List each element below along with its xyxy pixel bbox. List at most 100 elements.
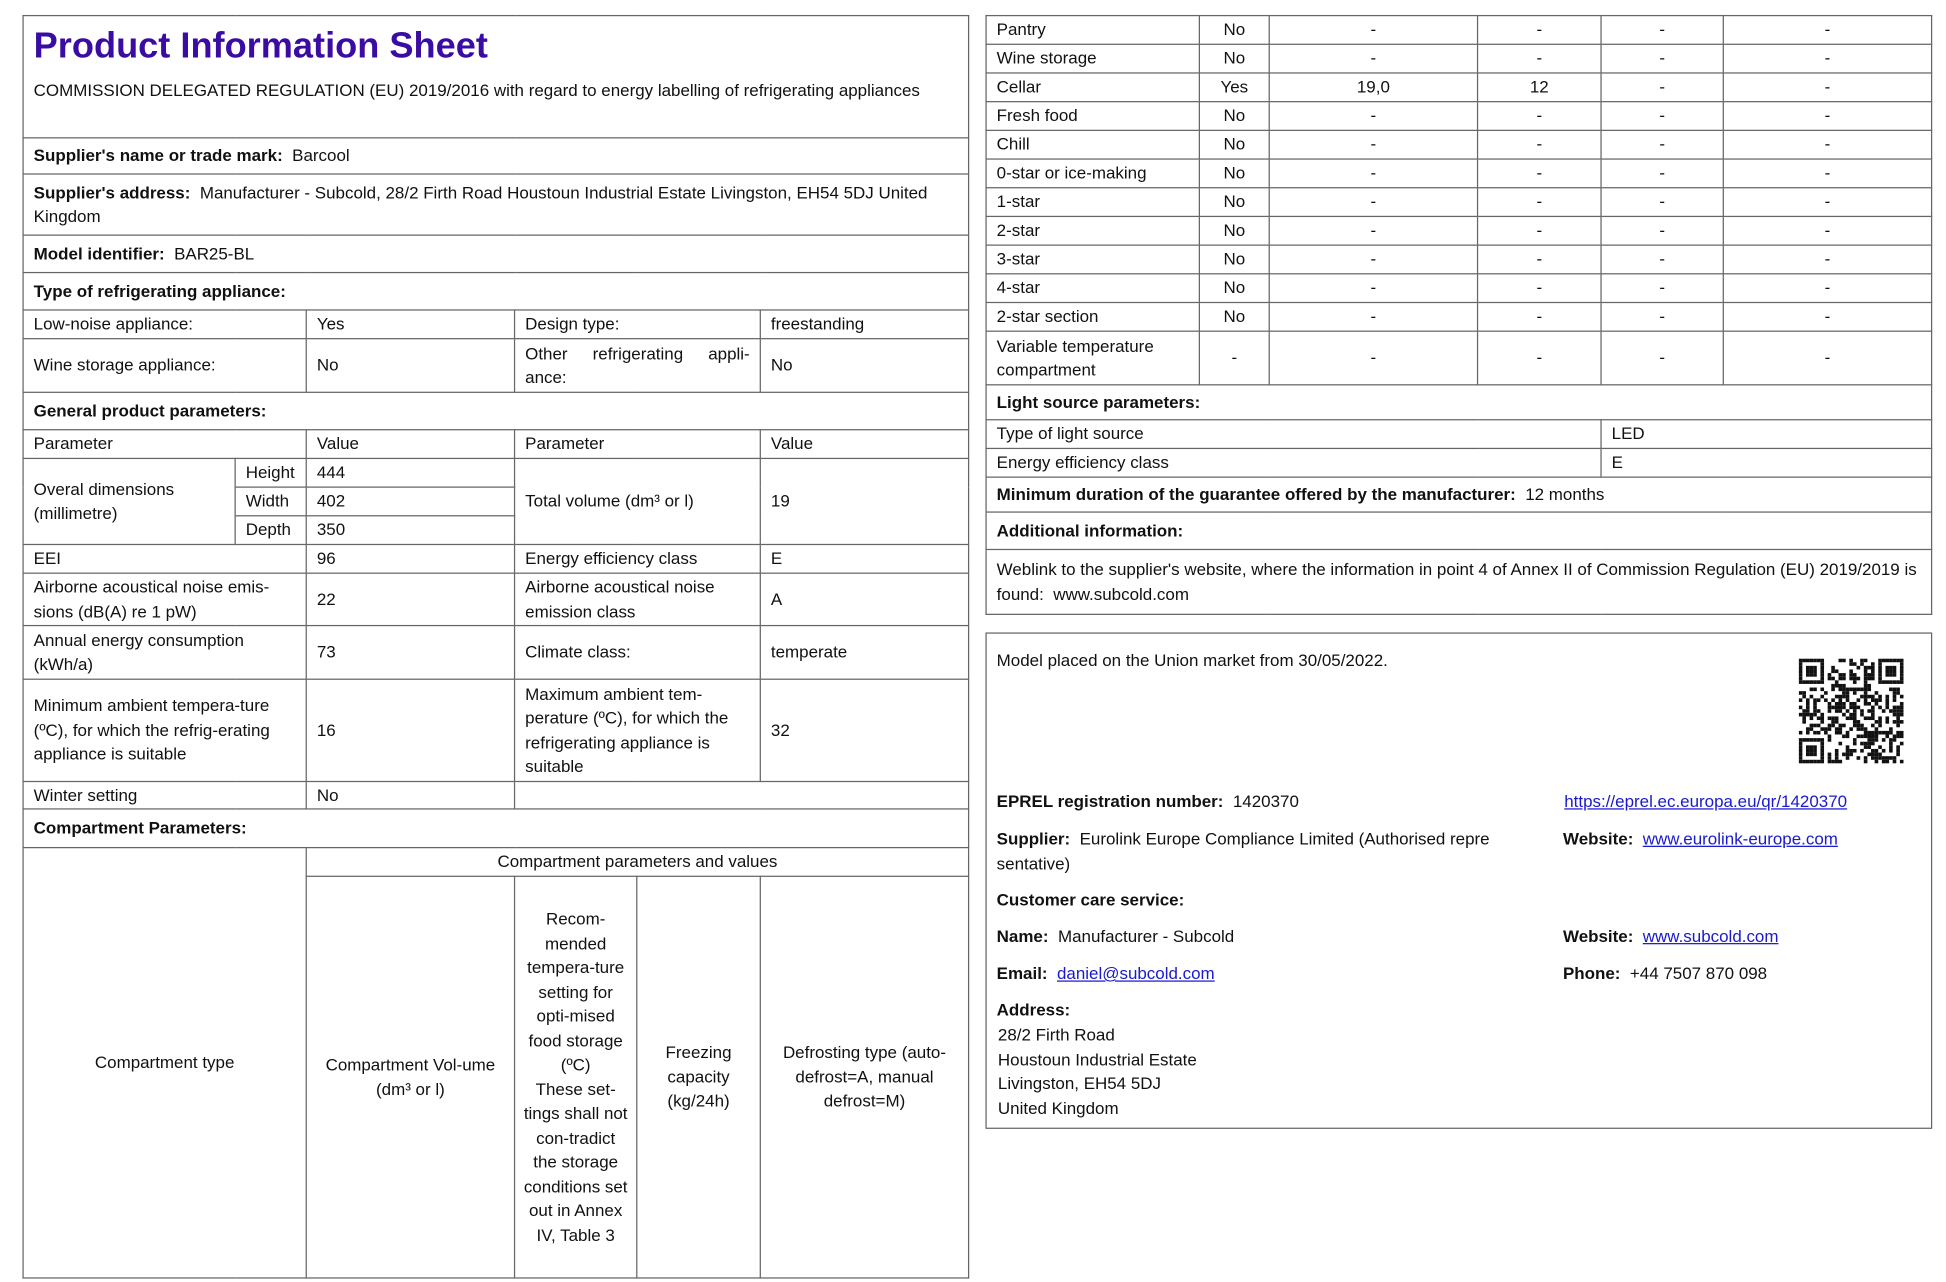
supplier-website-link[interactable]: www.eurolink-europe.com (1642, 829, 1838, 849)
compartment-freezing: - (1600, 273, 1724, 304)
guarantee-label: Minimum duration of the guarantee offere… (996, 484, 1516, 504)
max-temp-label: Maximum ambient tem-perature (ºC), for w… (513, 678, 761, 783)
other-value: No (759, 338, 970, 393)
compartment-group-header: Compartment parameters and values (305, 846, 970, 877)
compartment-present: No (1198, 273, 1270, 304)
compartment-freezing: - (1600, 101, 1724, 131)
compartment-temperature: - (1476, 158, 1602, 189)
supplier-value: Eurolink Europe Compliance Limited (Auth… (996, 829, 1490, 873)
supplier-label: Supplier: (996, 829, 1071, 849)
height-value: 444 (305, 457, 516, 488)
care-website-link[interactable]: www.subcold.com (1642, 926, 1779, 946)
min-temp-label: Minimum ambient tempera-ture (ºC), for w… (22, 678, 307, 783)
wine-value: No (305, 338, 516, 393)
address-line: United Kingdom (997, 1098, 1119, 1118)
compartment-defrost: - (1722, 187, 1933, 218)
guarantee-value: 12 months (1525, 484, 1605, 504)
compartment-temperature: - (1476, 330, 1602, 386)
noise-class-label: Airborne acoustical noise emission class (513, 572, 761, 627)
compartment-freezing: - (1600, 158, 1724, 189)
compartment-volume: - (1268, 14, 1479, 45)
empty-cell (513, 780, 970, 810)
qr-code-icon[interactable] (1798, 658, 1904, 764)
compartment-defrost: - (1722, 330, 1933, 386)
compartment-freezing: - (1600, 215, 1724, 246)
weblink[interactable]: www.subcold.com (1053, 584, 1189, 604)
email-label: Email: (996, 964, 1048, 983)
placed-on-market: Model placed on the Union market from 30… (996, 651, 1388, 670)
compartment-type: 4-star (985, 273, 1200, 304)
compartment-defrost: - (1722, 43, 1933, 74)
model-label: Model identifier: (33, 244, 165, 263)
aec-value: 73 (305, 624, 516, 680)
compartment-defrost: - (1722, 14, 1933, 45)
email-link[interactable]: daniel@subcold.com (1056, 964, 1215, 983)
winter-label: Winter setting (22, 780, 307, 810)
page-title: Product Information Sheet (33, 26, 488, 67)
design-label: Design type: (513, 309, 761, 340)
compartment-volume: 19,0 (1268, 72, 1479, 103)
general-heading: General product parameters: (22, 391, 970, 431)
compartment-present: No (1198, 244, 1270, 275)
compartment-defrost: - (1722, 158, 1933, 189)
address-line: Houstoun Industrial Estate (997, 1049, 1197, 1069)
address-label: Address: (996, 1000, 1071, 1020)
compartment-row: 2-star No - - - - (985, 215, 1933, 246)
compartment-freezing: - (1600, 244, 1724, 275)
address-line: Livingston, EH54 5DJ (997, 1074, 1161, 1093)
compartment-row: Fresh food No - - - - (985, 101, 1933, 131)
compartment-present: No (1198, 101, 1270, 131)
compartment-present: - (1198, 330, 1270, 386)
value-header: Value (305, 429, 516, 460)
compartment-freezing: - (1600, 129, 1724, 160)
compartment-volume: - (1268, 43, 1479, 74)
compartment-volume: - (1268, 215, 1479, 246)
compartment-defrost: - (1722, 101, 1933, 131)
climate-value: temperate (759, 624, 970, 680)
compartment-row: 1-star No - - - - (985, 187, 1933, 218)
regulation-text: COMMISSION DELEGATED REGULATION (EU) 201… (33, 81, 920, 100)
wine-label: Wine storage appliance: (22, 338, 307, 393)
address-line: 28/2 Firth Road (997, 1025, 1115, 1045)
volume-label: Total volume (dm³ or l) (513, 457, 761, 546)
climate-label: Climate class: (513, 624, 761, 680)
compartment-temperature: - (1476, 244, 1602, 275)
compartment-defrost: - (1722, 301, 1933, 332)
supplier-website-label: Website: (1562, 829, 1634, 849)
compartment-type: 3-star (985, 244, 1200, 275)
compartment-row: 0-star or ice-making No - - - - (985, 158, 1933, 189)
light-type-value: LED (1600, 419, 1933, 450)
supplier-info-box: Model placed on the Union market from 30… (985, 632, 1933, 1129)
eprel-number: 1420370 (1232, 792, 1299, 811)
compartment-temperature: - (1476, 14, 1602, 45)
compartment-volume: - (1268, 129, 1479, 160)
compartment-freezing: - (1600, 330, 1724, 386)
compartment-row: Variable temperature compartment - - - - - (985, 330, 1933, 386)
compartment-row: Pantry No - - - - (985, 14, 1933, 45)
compartment-heading: Compartment Parameters: (22, 808, 970, 849)
compartment-defrost: - (1722, 244, 1933, 275)
compartment-volume: - (1268, 244, 1479, 275)
compartment-type-header: Compartment type (22, 846, 307, 1279)
supplier-name-label: Supplier's name or trade mark: (33, 146, 283, 165)
compartment-volume: - (1268, 101, 1479, 131)
supplier-address: Manufacturer - Subcold, 28/2 Firth Road … (33, 182, 928, 226)
compartment-type: Chill (985, 129, 1200, 160)
eei-label: EEI (22, 543, 307, 574)
compartment-type: 0-star or ice-making (985, 158, 1200, 189)
compartment-temperature: - (1476, 101, 1602, 131)
compartment-type: 1-star (985, 187, 1200, 218)
compartment-temperature: - (1476, 43, 1602, 74)
care-website-label: Website: (1562, 926, 1634, 946)
compartment-rows: Pantry No - - - - Wine storage No - - - - Cellar Yes 1… (985, 14, 1933, 386)
weblink-text: Weblink to the supplier's website, where… (996, 560, 1917, 604)
compartment-temperature: - (1476, 273, 1602, 304)
compartment-row: Chill No - - - - (985, 129, 1933, 160)
compartment-volume: - (1268, 301, 1479, 332)
light-type-label: Type of light source (985, 419, 1602, 450)
low-noise-value: Yes (305, 309, 516, 340)
type-heading: Type of refrigerating appliance: (22, 271, 970, 311)
design-value: freestanding (759, 309, 970, 340)
compartment-present: No (1198, 301, 1270, 332)
eprel-link[interactable]: https://eprel.ec.europa.eu/qr/1420370 (1564, 792, 1848, 811)
